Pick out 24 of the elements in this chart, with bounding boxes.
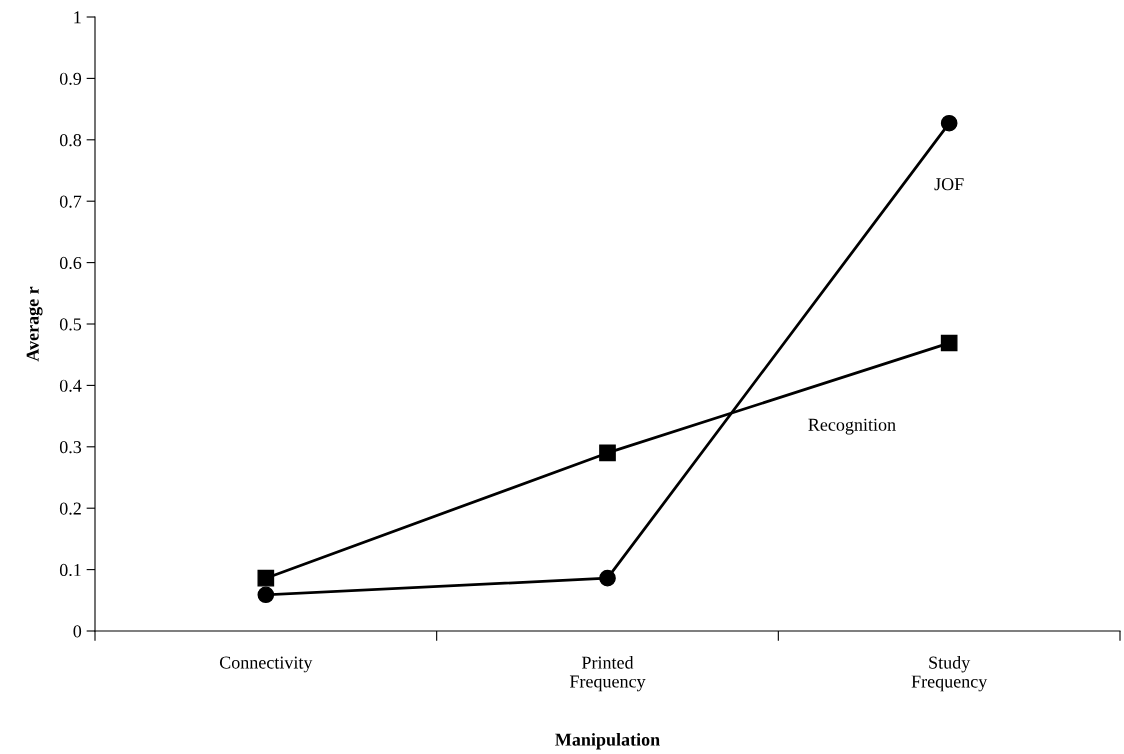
point [257,569,275,587]
point [257,586,275,604]
point [599,444,616,462]
y-tick-label: 0.7 [59,195,82,208]
x-tick-label: Printed Frequency [569,656,646,692]
series-label: JOF [934,178,964,191]
y-tick-label: 0.3 [59,441,82,454]
y-tick-label: 0.5 [59,318,82,331]
x-tick-label: Connectivity [219,656,313,673]
point [940,114,958,132]
y-tick-label: 0.4 [59,379,82,392]
y-tick-label: 0.9 [59,72,82,85]
y-tick-label: 0 [73,625,82,638]
point [599,569,616,587]
x-tick-label: Study Frequency [911,656,988,692]
x-axis-title: Manipulation [555,733,660,750]
y-tick-label: 0.8 [59,134,82,147]
point [940,334,958,352]
y-tick-label: 0.1 [59,563,81,577]
y-tick-label: 0.2 [59,502,81,515]
y-tick-label: 0.6 [59,256,82,270]
y-axis-title: Average r [26,286,43,362]
series-label: Recognition [808,418,896,435]
y-tick-label: 1 [74,11,81,24]
